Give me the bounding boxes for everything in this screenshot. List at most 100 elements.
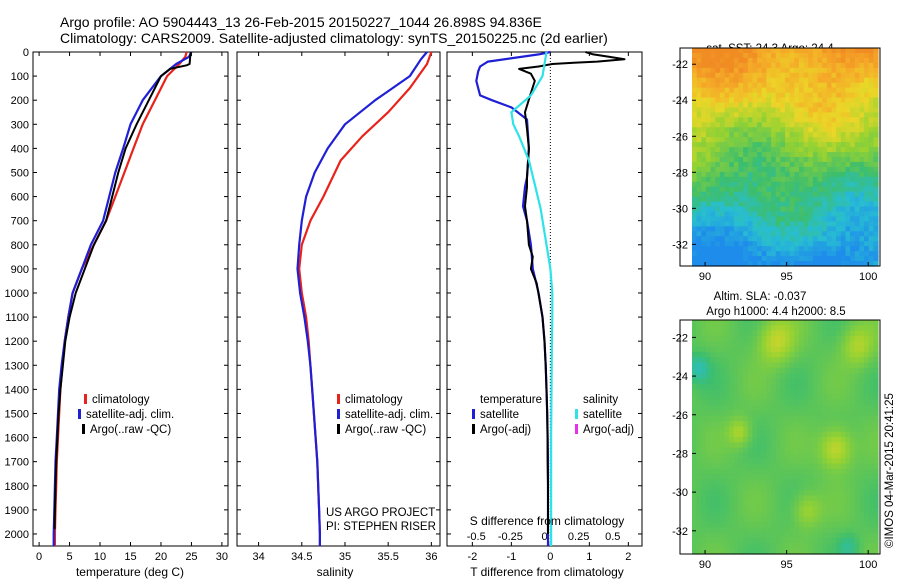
map-cell [733,500,740,507]
map-cell [789,67,795,74]
map-cell [719,82,726,89]
map-cell [743,52,749,59]
map-cell [692,426,698,433]
map-cell [766,147,772,153]
map-cell [812,458,819,465]
map-cell [771,231,777,237]
map-cell [719,415,726,422]
map-cell [719,421,726,427]
map-cell [761,186,767,193]
map-cell [859,442,865,449]
map-cell [724,351,730,358]
map-cell [743,421,749,427]
map-cell [798,511,805,518]
map-cell [868,548,874,555]
map-cell [789,442,795,449]
map-cell [794,389,800,396]
map-cell [808,161,814,168]
map-cell [715,543,721,550]
map-cell [864,532,870,539]
map-cell [775,161,781,168]
map-cell [705,147,712,153]
map-cell [873,522,879,529]
map-cell [789,62,795,69]
map-cell [854,341,860,348]
map-cell [766,152,772,158]
map-cell [840,479,847,486]
map-cell [859,77,865,84]
map-cell [724,221,730,227]
map-cell [738,335,744,342]
map-cell [710,122,716,128]
map-cell [743,399,749,406]
map-cell [701,426,707,433]
map-y-tick-label: -32 [672,526,688,538]
map-cell [785,216,791,222]
map-cell [775,341,781,348]
map-cell [808,137,814,143]
map-cell [780,171,786,178]
map-cell [761,367,767,374]
map-cell [775,261,781,267]
map-cell [719,147,726,153]
map-cell [692,431,698,438]
map-cell [854,137,860,143]
map-cell [845,394,851,401]
map-cell [705,527,712,534]
map-cell [766,132,772,138]
map-cell [840,216,847,222]
map-cell [864,362,870,369]
map-cell [850,532,856,539]
map-cell [743,325,749,332]
map-cell [761,161,767,168]
map-cell [761,426,767,433]
map-cell [812,256,819,262]
map-cell [705,394,712,401]
map-cell [729,431,735,438]
map-cell [803,325,809,332]
map-cell [752,171,758,178]
map-cell [771,442,777,449]
map-cell [868,431,874,438]
map-cell [715,48,721,54]
map-cell [817,72,823,79]
map-cell [803,362,809,369]
map-cell [766,479,772,486]
map-cell [803,490,809,497]
map-cell [752,452,758,459]
map-cell [840,500,847,507]
map-cell [771,410,777,417]
map-cell [761,261,767,267]
map-cell [738,122,744,128]
map-cell [771,330,777,337]
map-cell [757,394,763,401]
map-cell [743,468,749,475]
map-cell [854,437,860,443]
map-cell [729,67,735,74]
map-cell [785,246,791,252]
map-cell [780,367,786,374]
map-cell [771,236,777,242]
map-cell [701,161,707,168]
map-cell [719,399,726,406]
map-cell [803,447,809,454]
map-cell [822,132,828,138]
map-cell [752,426,758,433]
map-cell [705,196,712,203]
map-cell [845,431,851,438]
map-cell [850,474,856,481]
map-cell [719,181,726,188]
map-cell [701,92,707,99]
map-cell [803,48,809,54]
map-cell [789,351,795,358]
map-cell [822,468,828,475]
map-cell [738,548,744,555]
map-cell [794,137,800,143]
map-cell [692,474,698,481]
map-cell [794,543,800,550]
map-cell [715,201,721,208]
map-cell [873,479,879,486]
map-cell [808,495,814,502]
map-cell [692,399,698,406]
map-cell [873,506,879,513]
